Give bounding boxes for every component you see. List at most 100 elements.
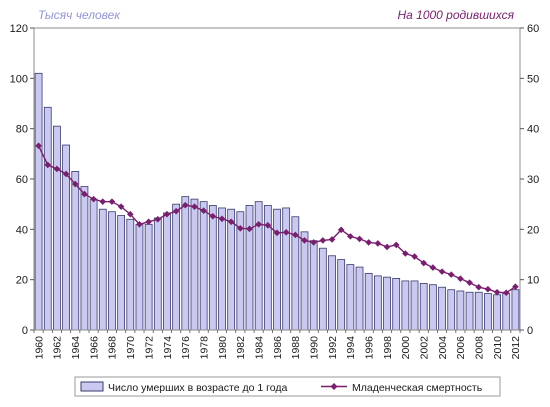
x-tick-label: 1974 bbox=[162, 336, 174, 360]
bar-1977 bbox=[190, 198, 199, 331]
right-tick-label: 10 bbox=[527, 275, 539, 287]
point-1983 bbox=[246, 225, 253, 233]
bar-1961 bbox=[43, 106, 52, 331]
point-2000 bbox=[402, 250, 409, 257]
point-1985 bbox=[264, 222, 272, 229]
point-1972 bbox=[145, 218, 152, 226]
point-1984 bbox=[255, 221, 262, 228]
point-1975 bbox=[172, 207, 180, 215]
point-1974 bbox=[163, 210, 171, 218]
point-1987 bbox=[282, 229, 290, 236]
bar-2008 bbox=[474, 291, 483, 331]
bar-1996 bbox=[364, 272, 373, 331]
point-1971 bbox=[136, 221, 143, 228]
point-1989 bbox=[301, 237, 308, 244]
right-tick-label: 30 bbox=[527, 174, 539, 186]
left-tick-label: 60 bbox=[16, 174, 28, 186]
bar-1975 bbox=[172, 203, 181, 331]
bar-1987 bbox=[282, 207, 291, 331]
bar-1973 bbox=[153, 217, 162, 331]
point-1994 bbox=[347, 233, 354, 240]
point-1988 bbox=[292, 231, 299, 239]
bar-1983 bbox=[245, 205, 254, 331]
point-1992 bbox=[328, 236, 336, 243]
point-1966 bbox=[90, 195, 97, 203]
left-tick-label: 80 bbox=[16, 124, 28, 136]
point-1991 bbox=[319, 237, 327, 244]
bar-1995 bbox=[355, 266, 364, 331]
right-axis: 0 10 20 30 40 50 60 bbox=[520, 23, 539, 337]
x-tick-label: 1976 bbox=[180, 336, 192, 360]
bar-2003 bbox=[428, 284, 437, 331]
point-1967 bbox=[99, 198, 107, 205]
bar-1980 bbox=[218, 207, 226, 331]
left-tick-label: 20 bbox=[16, 275, 28, 287]
bar-1992 bbox=[328, 255, 336, 331]
point-2001 bbox=[411, 253, 418, 260]
right-tick-label: 20 bbox=[527, 224, 539, 236]
point-1965 bbox=[81, 190, 88, 198]
bar-1960 bbox=[34, 72, 43, 331]
x-tick-label: 2010 bbox=[492, 336, 504, 360]
line-series-markers bbox=[35, 142, 519, 297]
legend-label-infant-mortality: Младенческая смертность bbox=[352, 382, 483, 394]
x-tick-label: 1992 bbox=[327, 336, 339, 360]
x-tick-label: 2006 bbox=[455, 336, 467, 360]
point-1973 bbox=[154, 215, 162, 223]
point-2007 bbox=[466, 279, 473, 286]
bar-1979 bbox=[208, 205, 217, 331]
left-tick-label: 100 bbox=[10, 73, 28, 85]
point-1961 bbox=[44, 161, 52, 169]
bar-1997 bbox=[373, 275, 382, 331]
point-1979 bbox=[209, 212, 217, 220]
point-1976 bbox=[182, 201, 189, 209]
point-2002 bbox=[420, 259, 428, 267]
point-1969 bbox=[117, 203, 125, 210]
point-1978 bbox=[200, 207, 207, 215]
point-1977 bbox=[191, 203, 198, 210]
point-2005 bbox=[447, 271, 455, 278]
x-tick-label: 1986 bbox=[272, 336, 284, 360]
point-1964 bbox=[71, 180, 79, 188]
x-tick-label: 1966 bbox=[88, 336, 100, 360]
bar-1964 bbox=[71, 171, 80, 331]
bar-1984 bbox=[254, 201, 263, 331]
bar-2009 bbox=[484, 293, 492, 331]
point-1996 bbox=[365, 239, 372, 246]
point-1990 bbox=[310, 239, 317, 246]
bar-1989 bbox=[300, 231, 309, 331]
bar-2000 bbox=[401, 280, 410, 331]
legend-box bbox=[74, 376, 501, 397]
x-tick-label: 2008 bbox=[474, 336, 486, 360]
point-2011 bbox=[502, 289, 510, 297]
right-tick-label: 40 bbox=[527, 124, 539, 136]
point-2009 bbox=[484, 285, 492, 293]
x-tick-label: 1980 bbox=[217, 336, 229, 360]
point-2008 bbox=[475, 283, 483, 291]
bar-1990 bbox=[309, 240, 318, 331]
x-tick-label: 1968 bbox=[107, 336, 119, 360]
bar-2004 bbox=[438, 286, 446, 331]
x-tick-label: 2000 bbox=[400, 336, 412, 360]
bar-1991 bbox=[318, 247, 327, 331]
point-1980 bbox=[218, 215, 226, 223]
x-tick-label: 1978 bbox=[198, 336, 210, 360]
point-1986 bbox=[273, 229, 281, 237]
x-tick-label: 1994 bbox=[345, 336, 357, 360]
point-1997 bbox=[374, 240, 382, 247]
bar-1974 bbox=[163, 212, 171, 331]
bar-1972 bbox=[144, 223, 153, 331]
bar-2002 bbox=[419, 283, 428, 331]
bar-2010 bbox=[493, 294, 501, 331]
legend-bar-swatch bbox=[80, 381, 104, 392]
point-1981 bbox=[227, 218, 235, 226]
point-1995 bbox=[356, 235, 363, 243]
left-tick-label: 120 bbox=[10, 23, 28, 35]
x-tick-label: 1988 bbox=[290, 336, 302, 360]
x-tick-label: 1972 bbox=[143, 336, 155, 360]
point-1960 bbox=[35, 142, 42, 150]
legend-label-infant-deaths: Число умерших в возрасте до 1 года bbox=[108, 382, 287, 394]
left-tick-label: 0 bbox=[22, 325, 28, 337]
x-tick-label: 1970 bbox=[125, 336, 137, 360]
